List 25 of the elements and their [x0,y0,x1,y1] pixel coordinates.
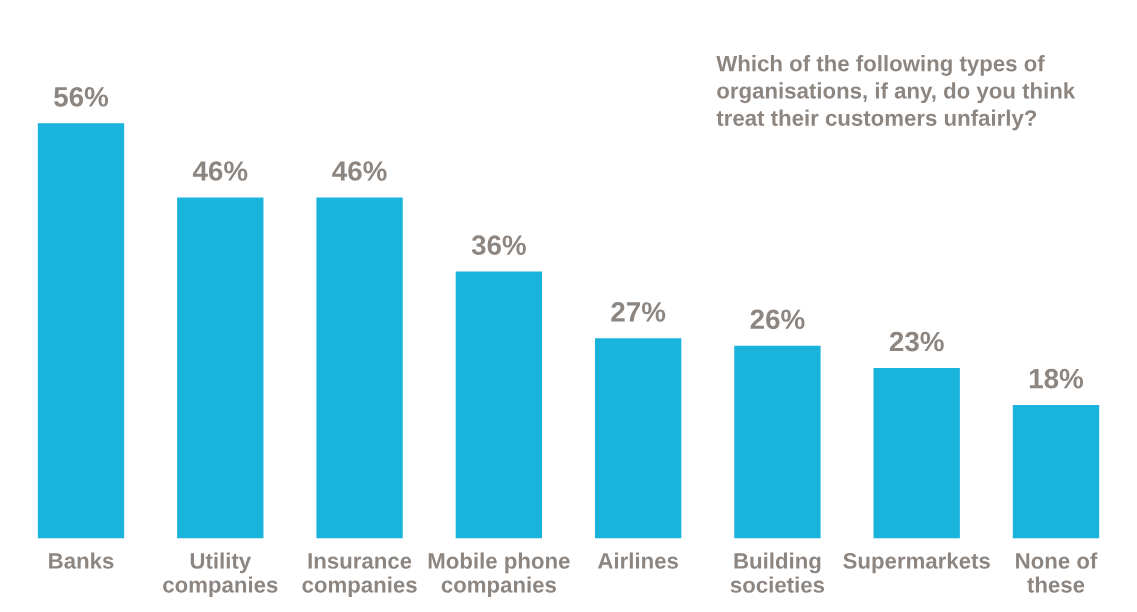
x-tick-label: Banks [49,552,114,569]
bar [873,368,960,539]
bar [316,197,403,539]
x-tick-label: Mobile phone companies [428,552,570,598]
x-tick-label: Supermarkets [843,552,990,574]
bar [734,345,821,539]
x-tick-label: None of these [1016,552,1098,593]
chart-title: Which of the following types of organisations, if any, do you think treat their customers unfairly? [716,55,1076,131]
data-label: 56% [54,87,109,107]
bar [455,271,543,539]
x-tick-label: Insurance companies [302,553,417,598]
data-label: 36% [471,235,526,256]
x-tick-label: Utility companies [163,552,278,598]
data-label: 23% [889,331,944,352]
bar [594,338,682,539]
data-label: 18% [1029,368,1084,389]
bar [1012,405,1100,539]
data-label: 46% [192,161,248,181]
data-label: 27% [611,302,666,322]
data-label: 26% [750,309,805,330]
x-tick-label: Building societies [730,552,825,593]
bar [177,197,264,539]
x-tick-label: Airlines [597,552,678,569]
data-label: 46% [332,161,387,181]
bar [37,123,125,539]
